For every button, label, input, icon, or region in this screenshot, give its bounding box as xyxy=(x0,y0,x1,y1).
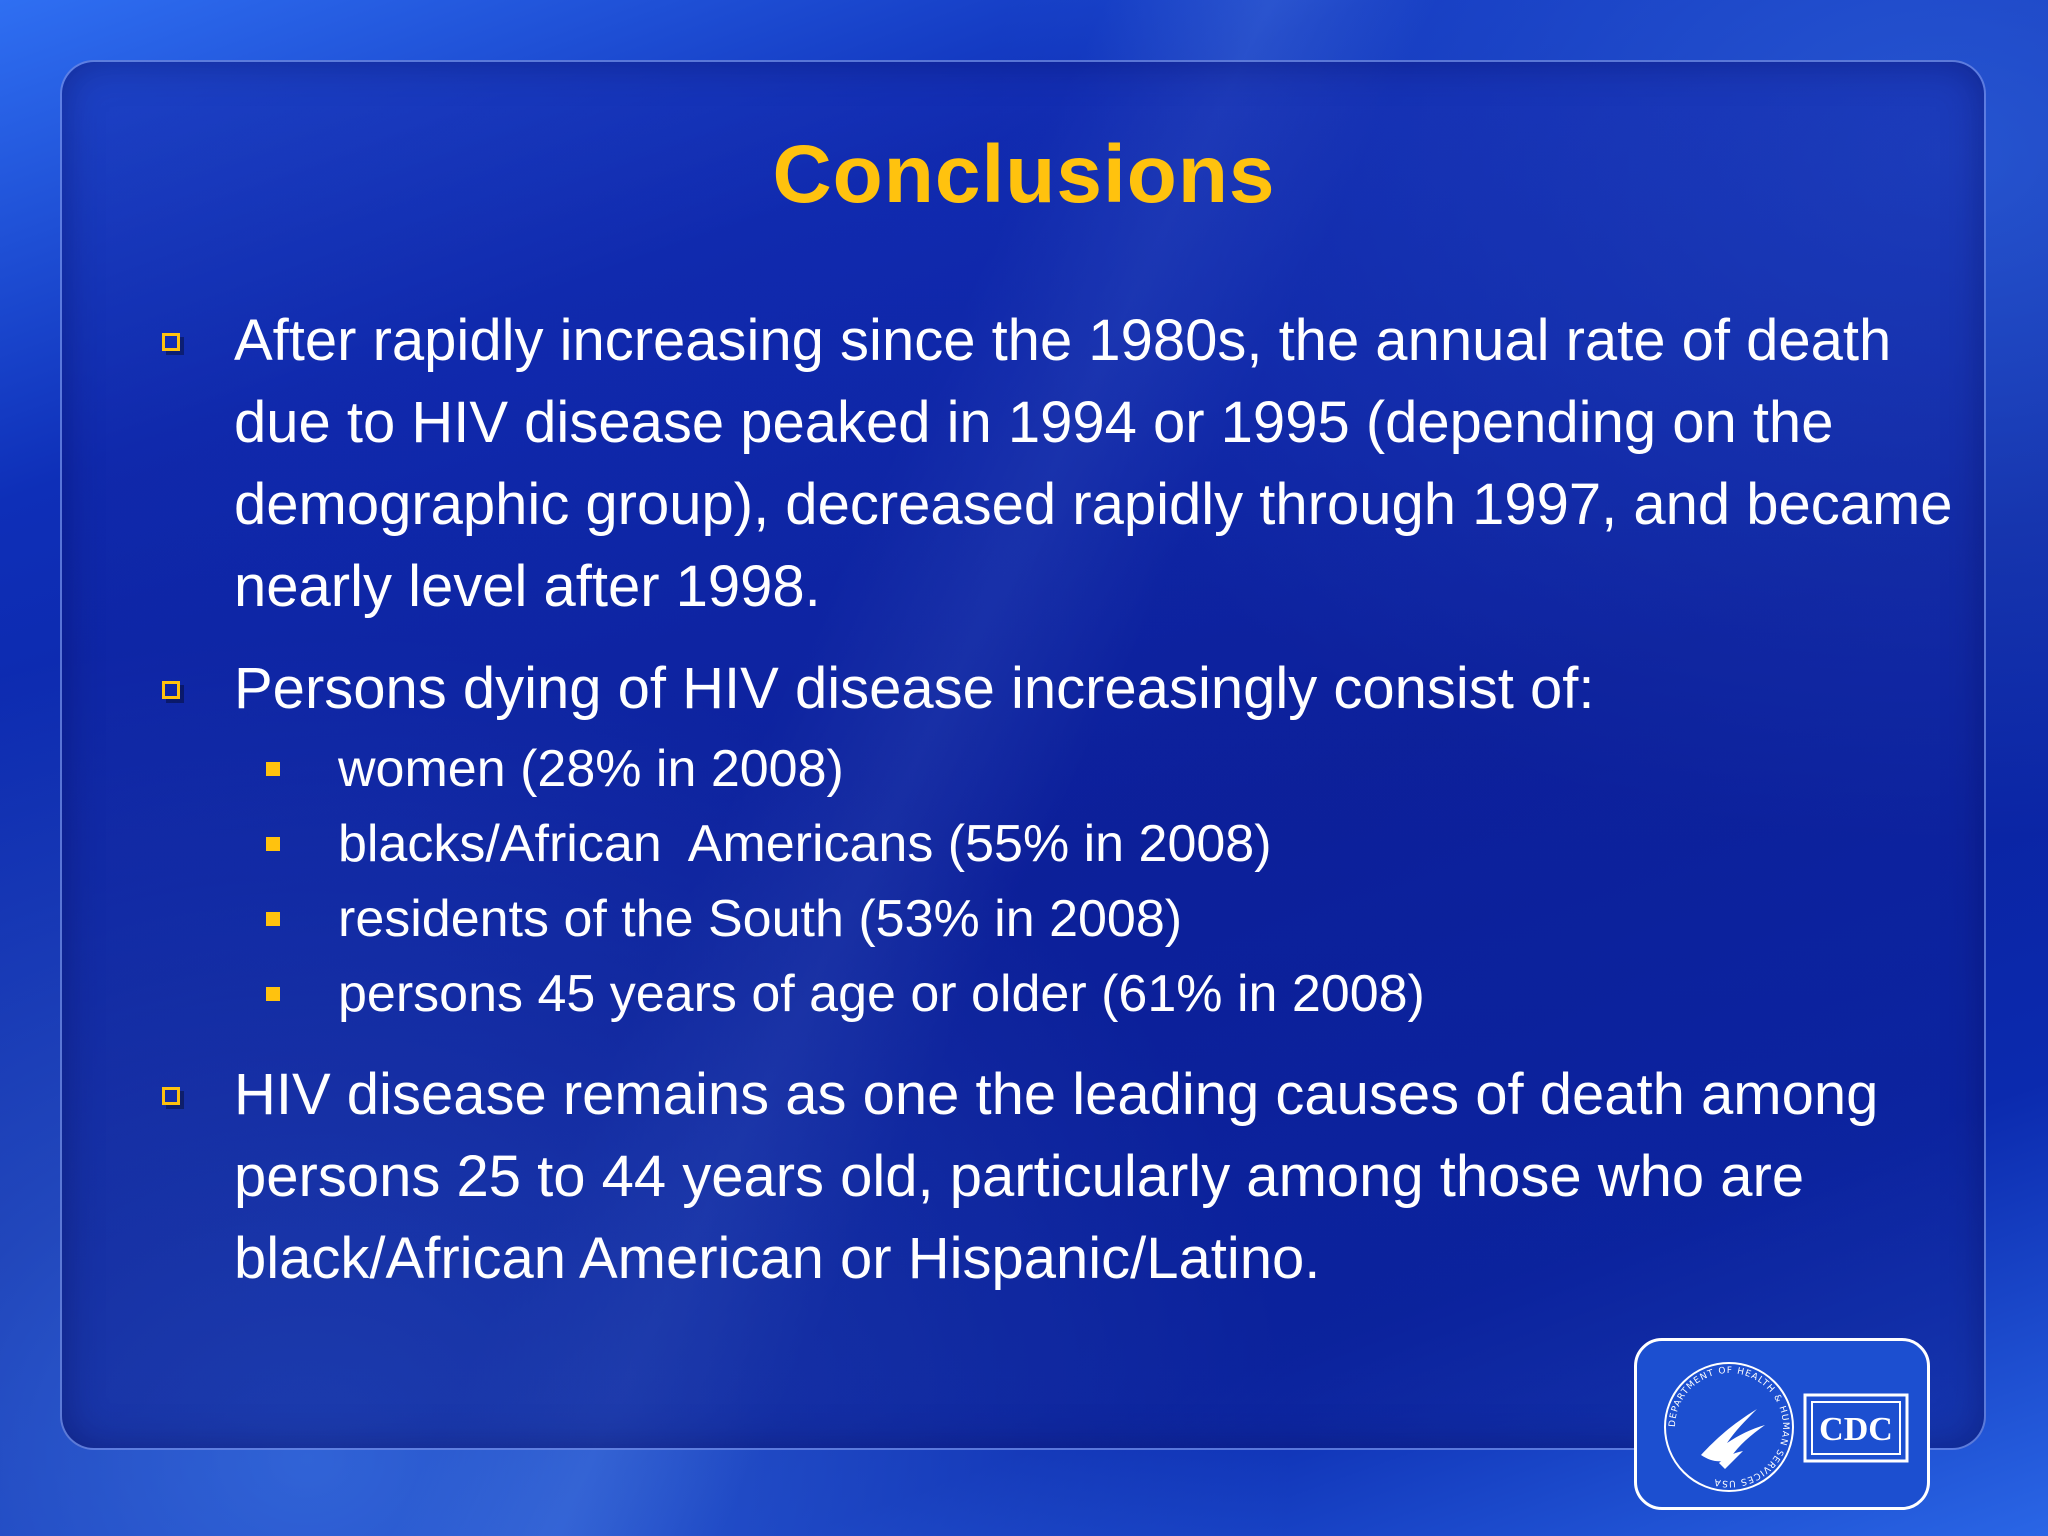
svg-text:DEPARTMENT OF HEALTH & HUMAN S: DEPARTMENT OF HEALTH & HUMAN SERVICES US… xyxy=(1668,1366,1790,1488)
bullet-list: After rapidly increasing since the 1980s… xyxy=(150,300,1980,1320)
content-panel xyxy=(60,60,1986,1450)
hollow-square-icon xyxy=(162,333,180,351)
bullet-item: Persons dying of HIV disease increasingl… xyxy=(150,648,1980,730)
hollow-square-icon xyxy=(162,681,180,699)
sub-bullet-text: blacks/African Americans (55% in 2008) xyxy=(338,815,1272,873)
filled-square-icon xyxy=(266,987,280,1001)
sub-bullet-text: women (28% in 2008) xyxy=(338,740,844,798)
sub-bullet-list: women (28% in 2008) blacks/African Ameri… xyxy=(150,732,1980,1032)
cdc-logo-icon: CDC xyxy=(1803,1393,1909,1463)
hollow-square-icon xyxy=(162,1087,180,1105)
hhs-seal-text: DEPARTMENT OF HEALTH & HUMAN SERVICES US… xyxy=(1668,1366,1789,1488)
sub-bullet-item: residents of the South (53% in 2008) xyxy=(150,882,1980,957)
sub-bullet-text: residents of the South (53% in 2008) xyxy=(338,890,1183,948)
sub-bullet-item: blacks/African Americans (55% in 2008) xyxy=(150,807,1980,882)
bullet-text: HIV disease remains as one the leading c… xyxy=(234,1062,1879,1291)
hhs-eagle-seal-icon: DEPARTMENT OF HEALTH & HUMAN SERVICES US… xyxy=(1664,1362,1794,1492)
sub-bullet-text: persons 45 years of age or older (61% in… xyxy=(338,965,1425,1023)
bullet-text: After rapidly increasing since the 1980s… xyxy=(234,308,1953,619)
sub-bullet-item: women (28% in 2008) xyxy=(150,732,1980,807)
bullet-item: After rapidly increasing since the 1980s… xyxy=(150,300,1980,628)
cdc-logo-text: CDC xyxy=(1819,1411,1893,1448)
bullet-text: Persons dying of HIV disease increasingl… xyxy=(234,656,1595,721)
filled-square-icon xyxy=(266,837,280,851)
sub-bullet-item: persons 45 years of age or older (61% in… xyxy=(150,957,1980,1032)
bullet-item: HIV disease remains as one the leading c… xyxy=(150,1054,1980,1300)
slide-title: Conclusions xyxy=(772,129,1276,220)
filled-square-icon xyxy=(266,762,280,776)
agency-logos: DEPARTMENT OF HEALTH & HUMAN SERVICES US… xyxy=(1634,1338,1930,1510)
filled-square-icon xyxy=(266,912,280,926)
